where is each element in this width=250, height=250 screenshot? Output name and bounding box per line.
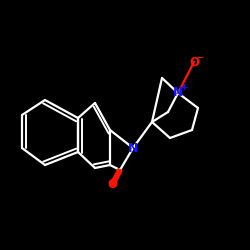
Text: N: N <box>128 142 138 154</box>
Text: N: N <box>173 86 183 100</box>
Text: O: O <box>107 178 117 192</box>
Text: O: O <box>189 56 199 68</box>
Text: −: − <box>196 54 203 62</box>
Text: +: + <box>180 84 188 92</box>
